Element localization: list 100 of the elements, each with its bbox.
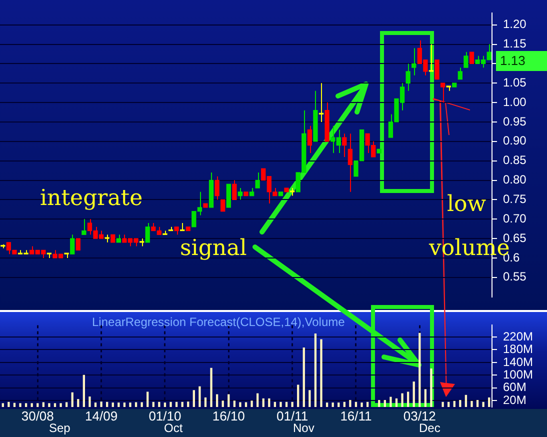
bar — [118, 402, 120, 407]
bar — [175, 402, 178, 407]
bar — [343, 402, 346, 407]
bar — [233, 400, 236, 407]
annotation: low — [447, 192, 486, 217]
y-tick-label: 100M — [503, 367, 534, 382]
bar — [418, 332, 421, 407]
bar — [100, 402, 102, 407]
bar — [395, 398, 398, 407]
bar — [60, 403, 62, 407]
bar — [280, 402, 282, 407]
bar — [140, 402, 143, 407]
bar — [442, 402, 444, 407]
bar — [77, 399, 80, 407]
text: 1.13 — [496, 51, 547, 71]
candlestick — [220, 199, 226, 212]
bar — [482, 402, 484, 407]
candlestick — [226, 184, 231, 208]
y-tick-label: 220M — [503, 329, 534, 344]
bar — [244, 402, 248, 407]
bar — [314, 333, 317, 407]
bar — [198, 386, 201, 407]
bar — [158, 402, 160, 407]
bar — [424, 389, 427, 407]
bar — [250, 400, 253, 407]
y-tick-label: 20M — [503, 392, 526, 407]
bar — [192, 390, 195, 407]
bar — [268, 398, 270, 407]
bar — [401, 393, 404, 407]
bar — [354, 402, 358, 407]
candlestick — [46, 252, 52, 258]
bar — [222, 400, 224, 407]
bar — [54, 403, 56, 407]
text: Oct — [164, 421, 183, 435]
bar — [320, 339, 322, 407]
candlestick — [428, 44, 434, 72]
bar — [146, 392, 149, 407]
bar — [88, 396, 91, 407]
bar — [123, 402, 126, 407]
text: Sep — [49, 421, 70, 435]
bar — [152, 402, 154, 407]
bar — [216, 394, 218, 407]
bar — [42, 402, 44, 407]
bar — [448, 402, 450, 407]
bar — [262, 398, 264, 407]
bar — [488, 397, 490, 407]
y-tick-label: 140M — [503, 354, 534, 369]
text: Dec — [419, 421, 440, 435]
bar — [378, 400, 380, 407]
bar — [384, 400, 386, 407]
bar — [170, 402, 172, 407]
bar — [19, 403, 22, 407]
y-tick-label: 0.95 — [503, 114, 527, 128]
candlestick — [64, 252, 69, 258]
bar — [274, 402, 276, 407]
bar — [390, 396, 392, 407]
bar — [297, 384, 300, 407]
bar — [71, 392, 74, 407]
bar — [164, 402, 166, 407]
y-tick-label: 1.00 — [503, 94, 527, 109]
bar — [256, 393, 259, 407]
bar — [228, 394, 230, 407]
bar — [30, 403, 33, 407]
y-tick-label: 1.05 — [503, 75, 527, 90]
bar — [181, 402, 184, 407]
bar — [360, 402, 363, 407]
candlestick — [110, 234, 116, 243]
bar — [406, 392, 410, 407]
bar — [94, 402, 97, 407]
bar — [338, 402, 340, 407]
bar — [366, 402, 369, 407]
bar — [82, 374, 86, 407]
x-tick-label: 14/09 — [85, 408, 118, 424]
candlestick — [104, 234, 110, 243]
bar — [239, 402, 242, 407]
annotation: integrate — [40, 186, 143, 211]
x-tick-label: 03/12 — [403, 408, 436, 424]
bar — [129, 402, 132, 407]
bar — [2, 403, 4, 407]
bar — [464, 394, 468, 407]
candlestick — [203, 203, 208, 208]
candlestick — [469, 52, 474, 64]
bar — [24, 403, 28, 407]
chart-title: LinearRegression Forecast(CLOSE,14),Volume — [92, 315, 345, 329]
candlestick — [284, 188, 289, 192]
bar — [291, 402, 294, 407]
bar — [134, 402, 138, 407]
bar — [302, 347, 305, 407]
annotation: signal — [180, 236, 247, 261]
x-tick-label: 30/08 — [21, 408, 54, 424]
bar — [106, 402, 108, 407]
bar — [187, 402, 190, 407]
bar — [430, 368, 432, 407]
x-tick-label: 16/10 — [212, 408, 245, 424]
bar — [459, 400, 462, 407]
candlestick — [446, 86, 451, 92]
bar — [285, 402, 288, 407]
bar — [65, 402, 68, 407]
bar — [412, 382, 415, 407]
y-tick-label: 0.55 — [503, 270, 527, 284]
